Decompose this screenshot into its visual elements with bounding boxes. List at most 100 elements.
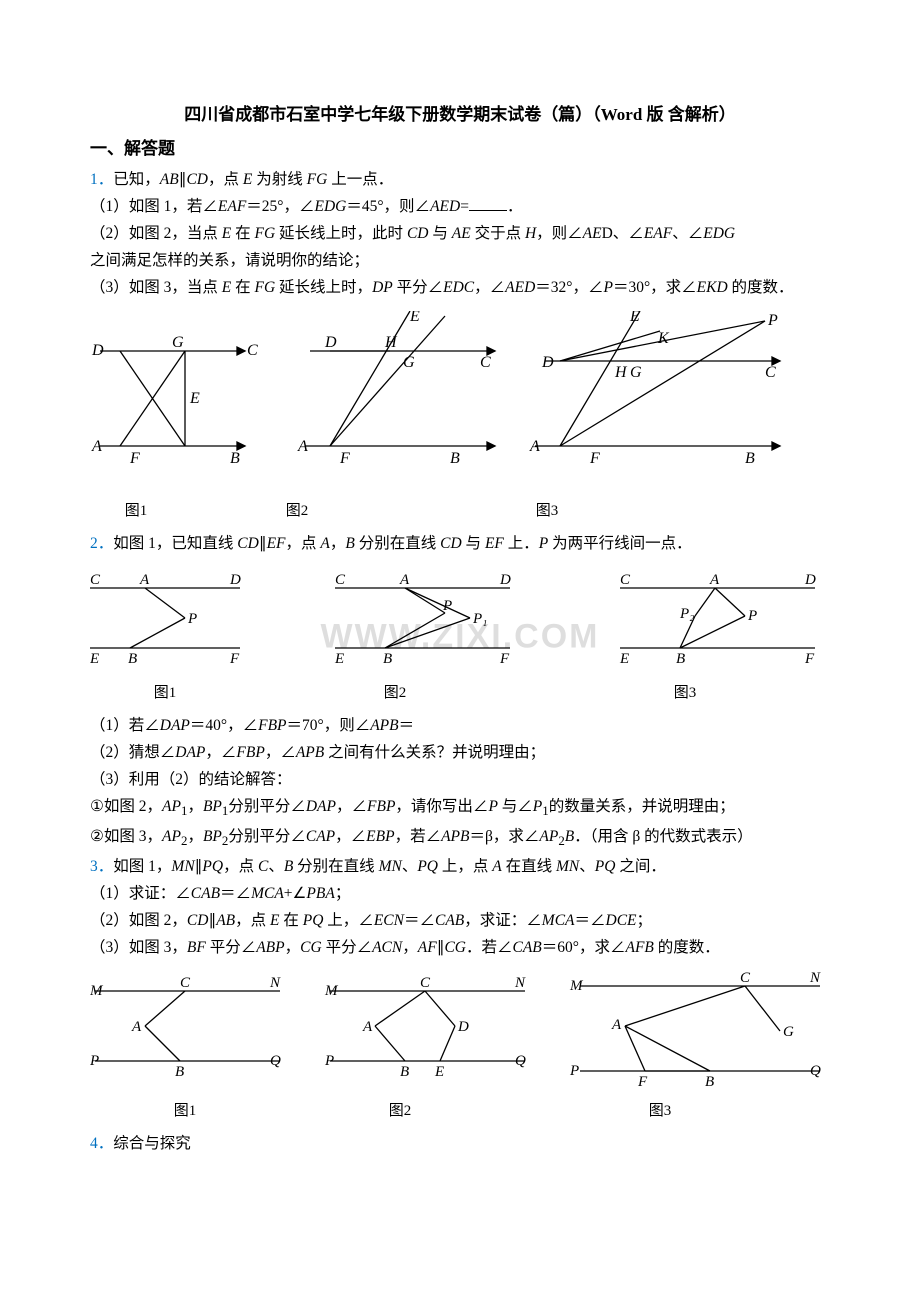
- q1-part3: （3）如图 3，当点 E 在 FG 延长线上时，DP 平分∠EDC，∠AED＝3…: [90, 274, 830, 301]
- svg-text:D: D: [499, 572, 511, 588]
- q3-part3: （3）如图 3，BF 平分∠ABP，CG 平分∠ACN，AF∥CG．若∠CAB＝…: [90, 934, 830, 961]
- blank-fill: [469, 194, 507, 211]
- q3-line1: 3．如图 1，MN∥PQ，点 C、B 分别在直线 MN、PQ 上，点 A 在直线…: [90, 853, 830, 880]
- svg-text:P: P: [324, 1053, 334, 1069]
- svg-text:D: D: [457, 1019, 469, 1035]
- svg-text:N: N: [269, 975, 281, 991]
- svg-text:B: B: [676, 651, 685, 667]
- svg-text:C: C: [765, 364, 776, 381]
- svg-text:G: G: [403, 354, 415, 371]
- svg-text:H: H: [384, 334, 398, 351]
- q2-fig-labels: 图1 图2 图3: [90, 680, 830, 706]
- svg-text:A: A: [297, 438, 308, 455]
- svg-text:C: C: [335, 572, 346, 588]
- q2-circ2: ②如图 3，AP2，BP2分别平分∠CAP，∠EBP，若∠APB＝β，求∠AP2…: [90, 823, 830, 853]
- svg-text:A: A: [362, 1019, 373, 1035]
- q1-fig-labels: 图1 图2 图3: [90, 498, 830, 524]
- svg-text:B: B: [745, 450, 755, 467]
- svg-text:B: B: [400, 1064, 409, 1080]
- svg-text:E: E: [619, 651, 629, 667]
- svg-text:A: A: [139, 572, 150, 588]
- svg-text:P: P: [442, 598, 452, 614]
- document-title: 四川省成都市石室中学七年级下册数学期末试卷（篇）（Word 版 含解析）: [90, 100, 830, 130]
- svg-text:Q: Q: [270, 1053, 281, 1069]
- q3-number: 3．: [90, 858, 113, 875]
- q2-circ1: ①如图 2，AP1，BP1分别平分∠DAP，∠FBP，请你写出∠P 与∠P1的数…: [90, 793, 830, 823]
- q3-svg: M C N A P B Q M C: [90, 971, 830, 1096]
- svg-text:B: B: [705, 1074, 714, 1090]
- q2-svg: C A D P E B F C A: [90, 568, 830, 678]
- q1-line1: 1．已知，AB∥CD，点 E 为射线 FG 上一点．: [90, 166, 830, 193]
- svg-text:G: G: [630, 364, 642, 381]
- svg-text:B: B: [175, 1064, 184, 1080]
- q2-number: 2．: [90, 535, 113, 552]
- svg-text:G: G: [172, 334, 184, 351]
- section-heading: 一、解答题: [90, 134, 830, 164]
- svg-text:A: A: [131, 1019, 142, 1035]
- svg-text:D: D: [91, 342, 104, 359]
- svg-text:E: E: [334, 651, 344, 667]
- svg-text:F: F: [637, 1074, 648, 1090]
- svg-text:P: P: [767, 312, 778, 329]
- q4-number: 4．: [90, 1135, 113, 1152]
- svg-text:D: D: [324, 334, 337, 351]
- svg-text:C: C: [740, 971, 751, 986]
- svg-text:E: E: [189, 390, 200, 407]
- svg-text:M: M: [90, 983, 104, 999]
- svg-text:B: B: [128, 651, 137, 667]
- q1-figures: D C G E A F B D: [90, 311, 830, 524]
- svg-text:A: A: [709, 572, 720, 588]
- svg-text:P: P: [569, 1063, 579, 1079]
- q1-number: 1．: [90, 171, 113, 188]
- svg-text:Q: Q: [515, 1053, 526, 1069]
- svg-text:E: E: [629, 311, 640, 325]
- q1-svg: D C G E A F B D: [90, 311, 810, 496]
- svg-text:F: F: [589, 450, 600, 467]
- q1-part2: （2）如图 2，当点 E 在 FG 延长线上时，此时 CD 与 AE 交于点 H…: [90, 220, 830, 247]
- q1-part1: （1）如图 1，若∠EAF＝25°，∠EDG＝45°，则∠AED=．: [90, 193, 830, 220]
- svg-text:A: A: [91, 438, 102, 455]
- svg-text:C: C: [247, 342, 258, 359]
- svg-text:A: A: [399, 572, 410, 588]
- svg-text:E: E: [409, 311, 420, 325]
- q3-part1: （1）求证：∠CAB＝∠MCA+∠PBA；: [90, 880, 830, 907]
- svg-text:G: G: [783, 1024, 794, 1040]
- svg-text:P: P: [187, 611, 197, 627]
- svg-text:A: A: [529, 438, 540, 455]
- svg-text:B: B: [450, 450, 460, 467]
- q3-figures: M C N A P B Q M C: [90, 971, 830, 1124]
- svg-text:D: D: [541, 354, 554, 371]
- q3-fig-labels: 图1 图2 图3: [90, 1098, 830, 1124]
- svg-text:P₁: P₁: [472, 611, 487, 627]
- svg-text:M: M: [569, 978, 584, 994]
- svg-text:H: H: [614, 364, 628, 381]
- svg-text:F: F: [499, 651, 510, 667]
- q3-part2: （2）如图 2，CD∥AB，点 E 在 PQ 上，∠ECN＝∠CAB，求证：∠M…: [90, 907, 830, 934]
- svg-text:E: E: [90, 651, 99, 667]
- svg-text:C: C: [90, 572, 101, 588]
- q2-line1: 2．如图 1，已知直线 CD∥EF，点 A，B 分别在直线 CD 与 EF 上．…: [90, 530, 830, 557]
- svg-text:C: C: [620, 572, 631, 588]
- svg-text:F: F: [229, 651, 240, 667]
- svg-text:N: N: [809, 971, 821, 986]
- svg-text:C: C: [480, 354, 491, 371]
- svg-text:B: B: [230, 450, 240, 467]
- svg-text:P₂: P₂: [679, 606, 694, 622]
- svg-text:E: E: [434, 1064, 444, 1080]
- svg-text:F: F: [339, 450, 350, 467]
- svg-text:N: N: [514, 975, 526, 991]
- svg-text:C: C: [420, 975, 431, 991]
- svg-text:A: A: [611, 1017, 622, 1033]
- svg-text:K: K: [657, 330, 670, 347]
- q2-part2: （2）猜想∠DAP，∠FBP，∠APB 之间有什么关系？并说明理由；: [90, 739, 830, 766]
- q1-part2b: 之间满足怎样的关系，请说明你的结论；: [90, 247, 830, 274]
- page-content: 四川省成都市石室中学七年级下册数学期末试卷（篇）（Word 版 含解析） 一、解…: [0, 0, 920, 1197]
- svg-text:Q: Q: [810, 1063, 821, 1079]
- q2-figures: WWW.ZIXI.COM C A D P E B F: [90, 568, 830, 706]
- svg-text:D: D: [229, 572, 241, 588]
- svg-text:C: C: [180, 975, 191, 991]
- svg-text:M: M: [324, 983, 339, 999]
- svg-text:P: P: [90, 1053, 99, 1069]
- q2-part1: （1）若∠DAP＝40°，∠FBP＝70°，则∠APB＝: [90, 712, 830, 739]
- svg-text:D: D: [804, 572, 816, 588]
